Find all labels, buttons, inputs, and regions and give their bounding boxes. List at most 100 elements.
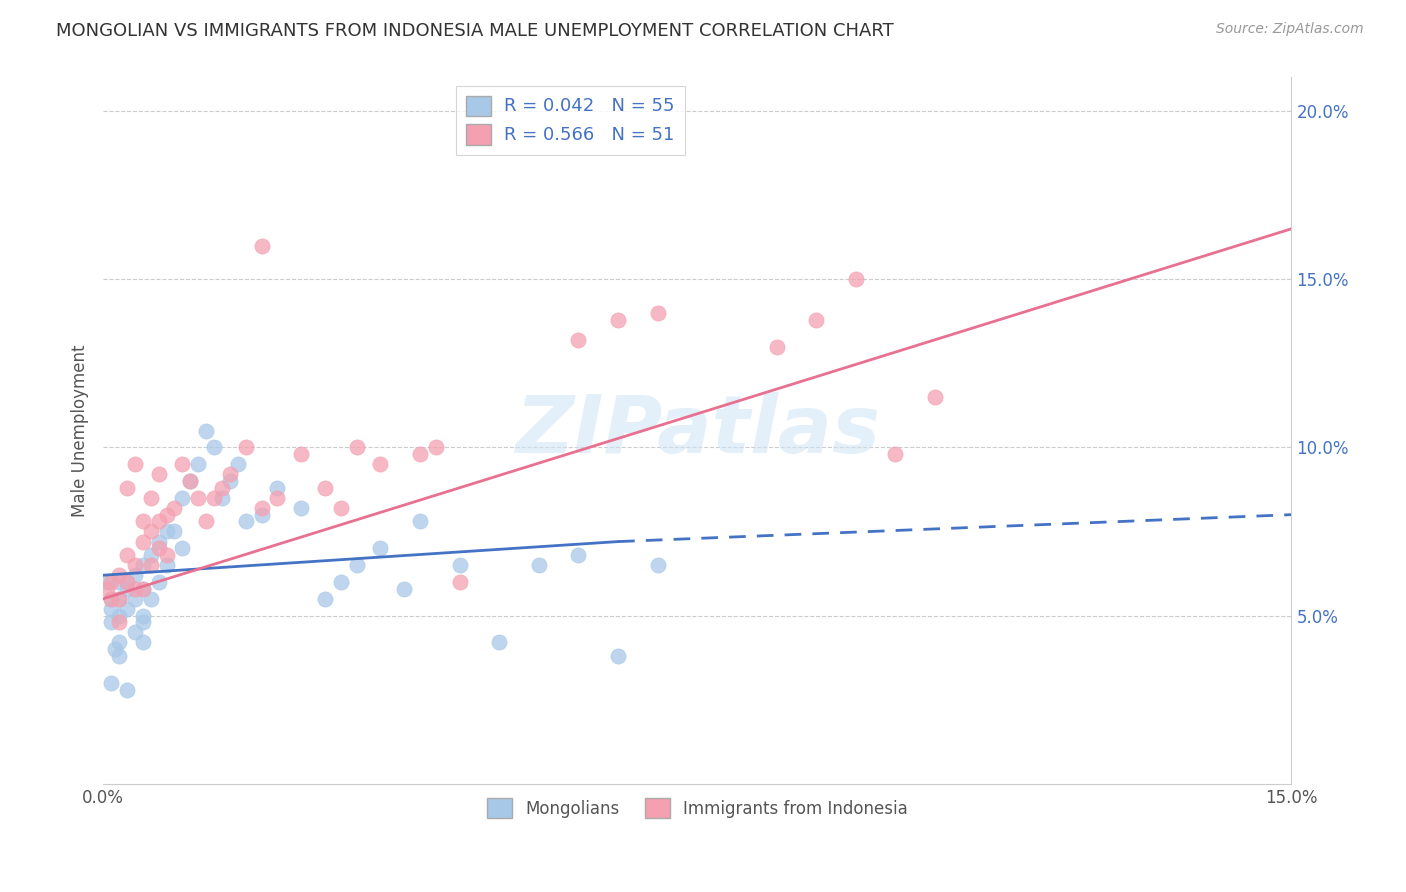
Point <box>195 515 218 529</box>
Text: Source: ZipAtlas.com: Source: ZipAtlas.com <box>1216 22 1364 37</box>
Point <box>108 591 131 606</box>
Point <box>115 574 138 589</box>
Point <box>155 508 177 522</box>
Point <box>132 558 155 573</box>
Point <box>202 441 225 455</box>
Point <box>132 635 155 649</box>
Point <box>108 635 131 649</box>
Point <box>647 306 669 320</box>
Point <box>100 602 122 616</box>
Point <box>346 441 368 455</box>
Point <box>163 524 186 539</box>
Point <box>132 582 155 596</box>
Point <box>155 558 177 573</box>
Point <box>329 574 352 589</box>
Point <box>250 508 273 522</box>
Point <box>139 491 162 505</box>
Point <box>124 591 146 606</box>
Point <box>409 515 432 529</box>
Point <box>235 441 257 455</box>
Point <box>108 574 131 589</box>
Point <box>527 558 550 573</box>
Point <box>139 524 162 539</box>
Point <box>179 474 201 488</box>
Point <box>124 558 146 573</box>
Point <box>314 591 336 606</box>
Point <box>139 591 162 606</box>
Point <box>266 491 288 505</box>
Point <box>219 467 242 482</box>
Point <box>104 642 127 657</box>
Point <box>139 548 162 562</box>
Point <box>96 574 118 589</box>
Point <box>148 541 170 556</box>
Point <box>266 481 288 495</box>
Point <box>124 582 146 596</box>
Point <box>290 447 312 461</box>
Point <box>163 500 186 515</box>
Point <box>765 339 787 353</box>
Point <box>179 474 201 488</box>
Point <box>115 481 138 495</box>
Point <box>132 515 155 529</box>
Point <box>195 424 218 438</box>
Point <box>202 491 225 505</box>
Point <box>132 615 155 630</box>
Point <box>567 548 589 562</box>
Point <box>115 602 138 616</box>
Point <box>148 467 170 482</box>
Point <box>314 481 336 495</box>
Point <box>884 447 907 461</box>
Point <box>124 625 146 640</box>
Point <box>172 457 194 471</box>
Point <box>211 491 233 505</box>
Point <box>115 548 138 562</box>
Point <box>329 500 352 515</box>
Point <box>132 534 155 549</box>
Point <box>924 390 946 404</box>
Point <box>124 457 146 471</box>
Point <box>172 541 194 556</box>
Point <box>845 272 868 286</box>
Point <box>100 574 122 589</box>
Point <box>172 491 194 505</box>
Point <box>96 582 118 596</box>
Point <box>370 541 392 556</box>
Point <box>108 568 131 582</box>
Point <box>100 676 122 690</box>
Point <box>647 558 669 573</box>
Point <box>219 474 242 488</box>
Point <box>488 635 510 649</box>
Point <box>370 457 392 471</box>
Point <box>108 591 131 606</box>
Point <box>425 441 447 455</box>
Point <box>607 648 630 663</box>
Point <box>346 558 368 573</box>
Point <box>607 312 630 326</box>
Point <box>132 608 155 623</box>
Point <box>148 515 170 529</box>
Point <box>211 481 233 495</box>
Point <box>290 500 312 515</box>
Point <box>115 682 138 697</box>
Point <box>108 648 131 663</box>
Point <box>155 524 177 539</box>
Point <box>100 615 122 630</box>
Point <box>148 534 170 549</box>
Point <box>108 608 131 623</box>
Point <box>250 238 273 252</box>
Legend: Mongolians, Immigrants from Indonesia: Mongolians, Immigrants from Indonesia <box>481 791 914 825</box>
Point <box>132 582 155 596</box>
Point <box>148 574 170 589</box>
Point <box>187 491 209 505</box>
Text: MONGOLIAN VS IMMIGRANTS FROM INDONESIA MALE UNEMPLOYMENT CORRELATION CHART: MONGOLIAN VS IMMIGRANTS FROM INDONESIA M… <box>56 22 894 40</box>
Point <box>187 457 209 471</box>
Point <box>108 615 131 630</box>
Y-axis label: Male Unemployment: Male Unemployment <box>72 344 89 516</box>
Point <box>139 558 162 573</box>
Point <box>250 500 273 515</box>
Point <box>449 574 471 589</box>
Point <box>115 574 138 589</box>
Point <box>124 568 146 582</box>
Point <box>235 515 257 529</box>
